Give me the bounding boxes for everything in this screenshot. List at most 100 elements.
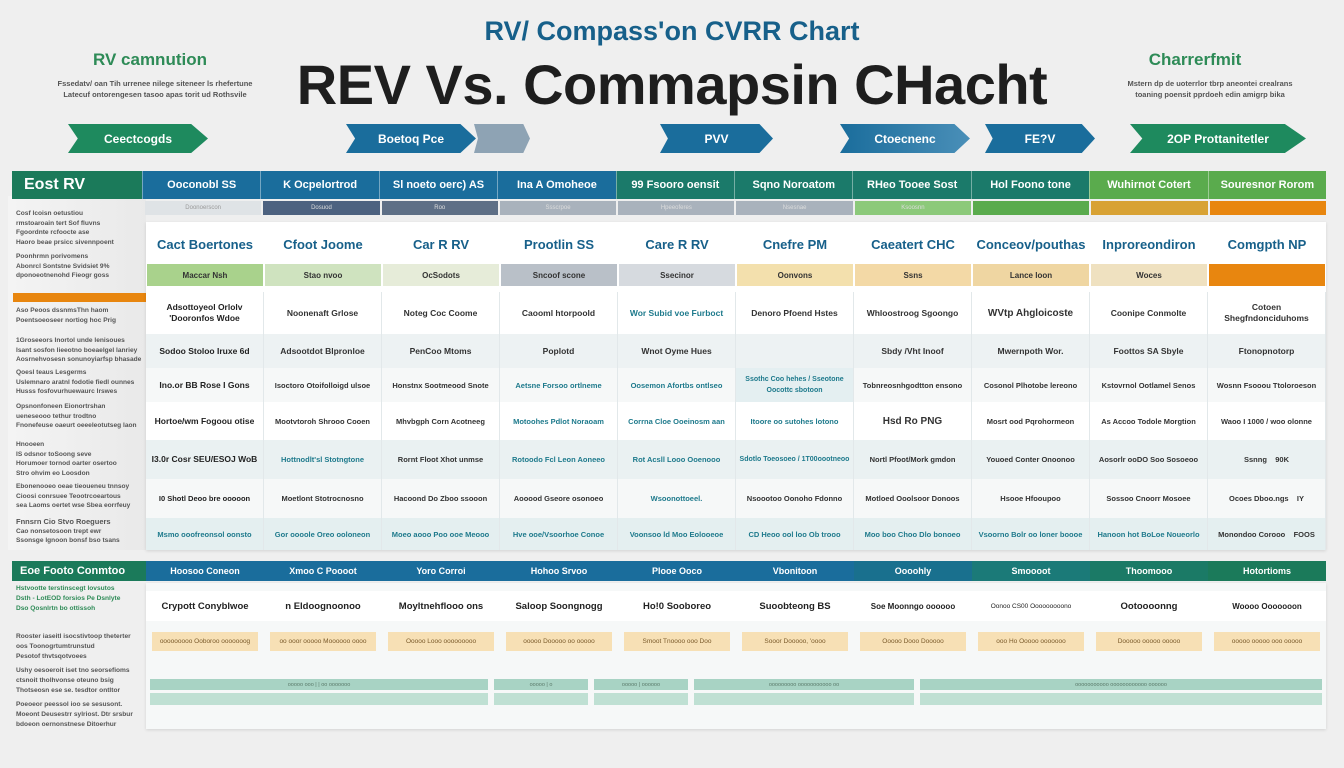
mint-bar: ooooo | o	[494, 679, 588, 690]
column-header[interactable]: Sl noeto oerc) AS	[378, 171, 498, 199]
left-notes-panel	[8, 196, 146, 550]
subheader-cell	[973, 201, 1090, 215]
table-cell: Aetsne Forsoo ortlneme	[500, 368, 618, 402]
note-line: Ssonsge lgnoon bonsf bso tsans	[16, 537, 120, 545]
left-note-7: Hnooeen IS odsnor toSoong seve Horumoer …	[16, 440, 144, 478]
column-header[interactable]: Hotortioms	[1208, 561, 1326, 581]
subheader-cell: Nsesnae	[736, 201, 853, 215]
table-row: Adsottoyeol Orlolv 'Dooronfos Wdoe Noone…	[146, 292, 1326, 334]
tan-label: Sooor Dooooo, 'oooo	[742, 632, 848, 651]
note-line: dponoeotnenohd Fieogr goss	[16, 272, 110, 280]
left-block-title: RV camnution	[93, 50, 207, 69]
column-header[interactable]: Sqno Noroatom	[734, 171, 853, 199]
mint-bar-row-1: ooooo ooo | | oo ooooooo ooooo | o ooooo…	[150, 679, 1322, 690]
column-header[interactable]: Yoro Corroi	[382, 561, 500, 581]
table-cell: Hve ooe/Vsoorhoe Conoe	[500, 518, 618, 550]
table-cell: Isoctoro Otoifolloigd ulsoe	[264, 368, 382, 402]
note-line: Fnonefeuse oaeurt oeeeleotutseg laon	[16, 422, 137, 430]
subheader-cell: Ksoosnn	[854, 201, 972, 215]
table-cell: Tobnreosnhgodtton ensono	[854, 368, 972, 402]
table-cell: Noteg Coc Coome	[382, 292, 500, 334]
column-header[interactable]: Ina A Omoheoe	[497, 171, 616, 199]
column-header[interactable]: Souresnor Rorom	[1207, 171, 1327, 199]
bottom-category-cell: Ootoooonng	[1120, 600, 1178, 612]
note-line: Husss fosfovurhuewaurc lrswes	[16, 388, 118, 396]
column-header[interactable]: Wuhirnot Cotert	[1089, 171, 1208, 199]
table-cell: Rot Acsll Looo Ooenooo	[618, 440, 736, 479]
column-header[interactable]: K Ocpelortrod	[260, 171, 379, 199]
subheader-cell	[1091, 201, 1208, 215]
column-header[interactable]: Smoooot	[972, 561, 1090, 581]
table-cell: Hacoond Do Zboo ssooon	[382, 479, 500, 518]
mint-bar: ooooooooooo oooooooooooo oooooo	[920, 679, 1322, 690]
subheader-cell: Ssscrpoe	[499, 201, 617, 215]
category-cell: Conceov/pouthas	[976, 236, 1086, 252]
column-header[interactable]: RHeo Tooee Sost	[852, 171, 971, 199]
column-header[interactable]: Oooohly	[854, 561, 972, 581]
bottom-category-cell: Soe Moonngo oooooo	[870, 601, 956, 611]
note-line: oos Toonogrtumtrunstud	[16, 643, 95, 650]
table-row: Msmo ooofreonsol oonsto Gor oooole Oreo …	[146, 518, 1326, 550]
column-header[interactable]: Plooe Ooco	[618, 561, 736, 581]
note-line: Cioosi conrsuee Teootrcoeartous	[16, 492, 121, 500]
column-header[interactable]: Hol Foono tone	[970, 171, 1090, 199]
table-row: I0 Shotl Deoo bre ooooon Moetlont Stotro…	[146, 479, 1326, 518]
table-cell: I3.0r Cosr SEU/ESOJ WoB	[146, 440, 264, 479]
chevron-step-4[interactable]: PVV	[660, 124, 773, 153]
column-header[interactable]: Ooconobl SS	[142, 171, 261, 199]
category-cell: Car R RV	[412, 236, 470, 252]
table-cell: Hsooe Hfooupoo	[972, 479, 1090, 518]
subheader-cell: Roo	[381, 201, 498, 215]
table-cell: Sossoo Cnoorr Mosoee	[1090, 479, 1208, 518]
left-bottom-note-2: Ushy oesoeroit iset tno seorsefioms ctsn…	[16, 666, 144, 696]
note-line: bdoeon oernonstnese Ditoerhur	[16, 721, 117, 728]
column-header[interactable]: 99 Fsooro oensit	[615, 171, 735, 199]
category-cell: Prootlin SS	[523, 236, 595, 252]
table-cell: Cosonol Plhotobe lereono	[972, 368, 1090, 402]
chevron-step-5[interactable]: Ctoecnenc	[840, 124, 970, 153]
table-cell: Noonenaft Grlose	[264, 292, 382, 334]
column-header[interactable]: Vbonitoon	[736, 561, 854, 581]
tan-label: Ooooo Looo ooooooooo	[388, 632, 494, 651]
note-line: IS odsnor toSoong seve	[16, 450, 92, 458]
chevron-step-6[interactable]: FE?V	[985, 124, 1095, 153]
table-cell: Sdotlo Toeosoeo / 1T00oootneoo	[736, 440, 854, 479]
table-cell: Aooood Gseore osonoeo	[500, 479, 618, 518]
chevron-step-3[interactable]	[474, 124, 530, 153]
bottom-table-first-header[interactable]: Eoe Footo Conmtoo	[12, 561, 146, 581]
bottom-category-cell: n Eldoognoonoo	[285, 600, 361, 612]
band-cell: OcSodots	[383, 264, 499, 286]
left-note-5: Qoesl teaus Lesgerms Uslemnaro aratnl fo…	[16, 368, 144, 397]
note-line: Qoesl teaus Lesgerms	[16, 369, 87, 376]
top-table-first-header[interactable]: Eost RV	[12, 171, 142, 199]
left-block-desc-line: Latecuf ontorengesen tasoo apas torit ud…	[63, 90, 247, 99]
left-note-9: Fnnsrn Cio Stvo Roeguers Cao nonsetosoon…	[16, 517, 144, 546]
chevron-step-1[interactable]: Ceectcogds	[68, 124, 208, 153]
table-row: Sodoo Stoloo Iruxe 6d Adsootdot Blpronlo…	[146, 334, 1326, 368]
column-header[interactable]: Hohoo Srvoo	[500, 561, 618, 581]
table-row: I3.0r Cosr SEU/ESOJ WoB Hottnodlt'sl Sto…	[146, 440, 1326, 479]
chart-subtitle: RV/ Compass'on CVRR Chart	[484, 16, 860, 46]
column-header[interactable]: Hoosoo Coneon	[146, 561, 264, 581]
column-header[interactable]: Thoomooo	[1090, 561, 1208, 581]
mint-bar	[920, 693, 1322, 705]
chevron-step-7[interactable]: 2OP Prottanitetler	[1130, 124, 1306, 153]
tan-label: ooooo ooooo ooo ooooo	[1214, 632, 1320, 651]
note-line: Thotseosn ese se. tesdtor ontltor	[16, 687, 121, 694]
category-row: Cact Boertones Cfoot Joome Car R RV Proo…	[146, 226, 1326, 262]
note-line: Rooster iaseitl isocstivtoop theterter	[16, 633, 131, 640]
table-cell: Hottnodlt'sl Stotngtone	[264, 440, 382, 479]
band-cell: Ssns	[855, 264, 971, 286]
table-cell	[736, 334, 854, 368]
table-cell: Mosrt ood Pqrohormeon	[972, 402, 1090, 440]
left-note-2: Poonhrmn porivomens Abonrcl Sontstne Svi…	[16, 252, 144, 281]
note-line: sea Laoms oertet wse Sbea eorrfeuy	[16, 502, 131, 510]
table-cell: Gor oooole Oreo ooloneon	[264, 518, 382, 550]
tan-label-row: ooooooooo Ooboroo ooooooog oo ooor ooooo…	[146, 632, 1326, 651]
column-header[interactable]: Xmoo C Poooot	[264, 561, 382, 581]
chevron-step-2[interactable]: Boetoq Pce	[346, 124, 476, 153]
table-cell: Ftonopnotorp	[1208, 334, 1326, 368]
band-cell	[1209, 264, 1325, 286]
table-cell: Sodoo Stoloo Iruxe 6d	[146, 334, 264, 368]
table-cell: Sbdy /Vht Inoof	[854, 334, 972, 368]
